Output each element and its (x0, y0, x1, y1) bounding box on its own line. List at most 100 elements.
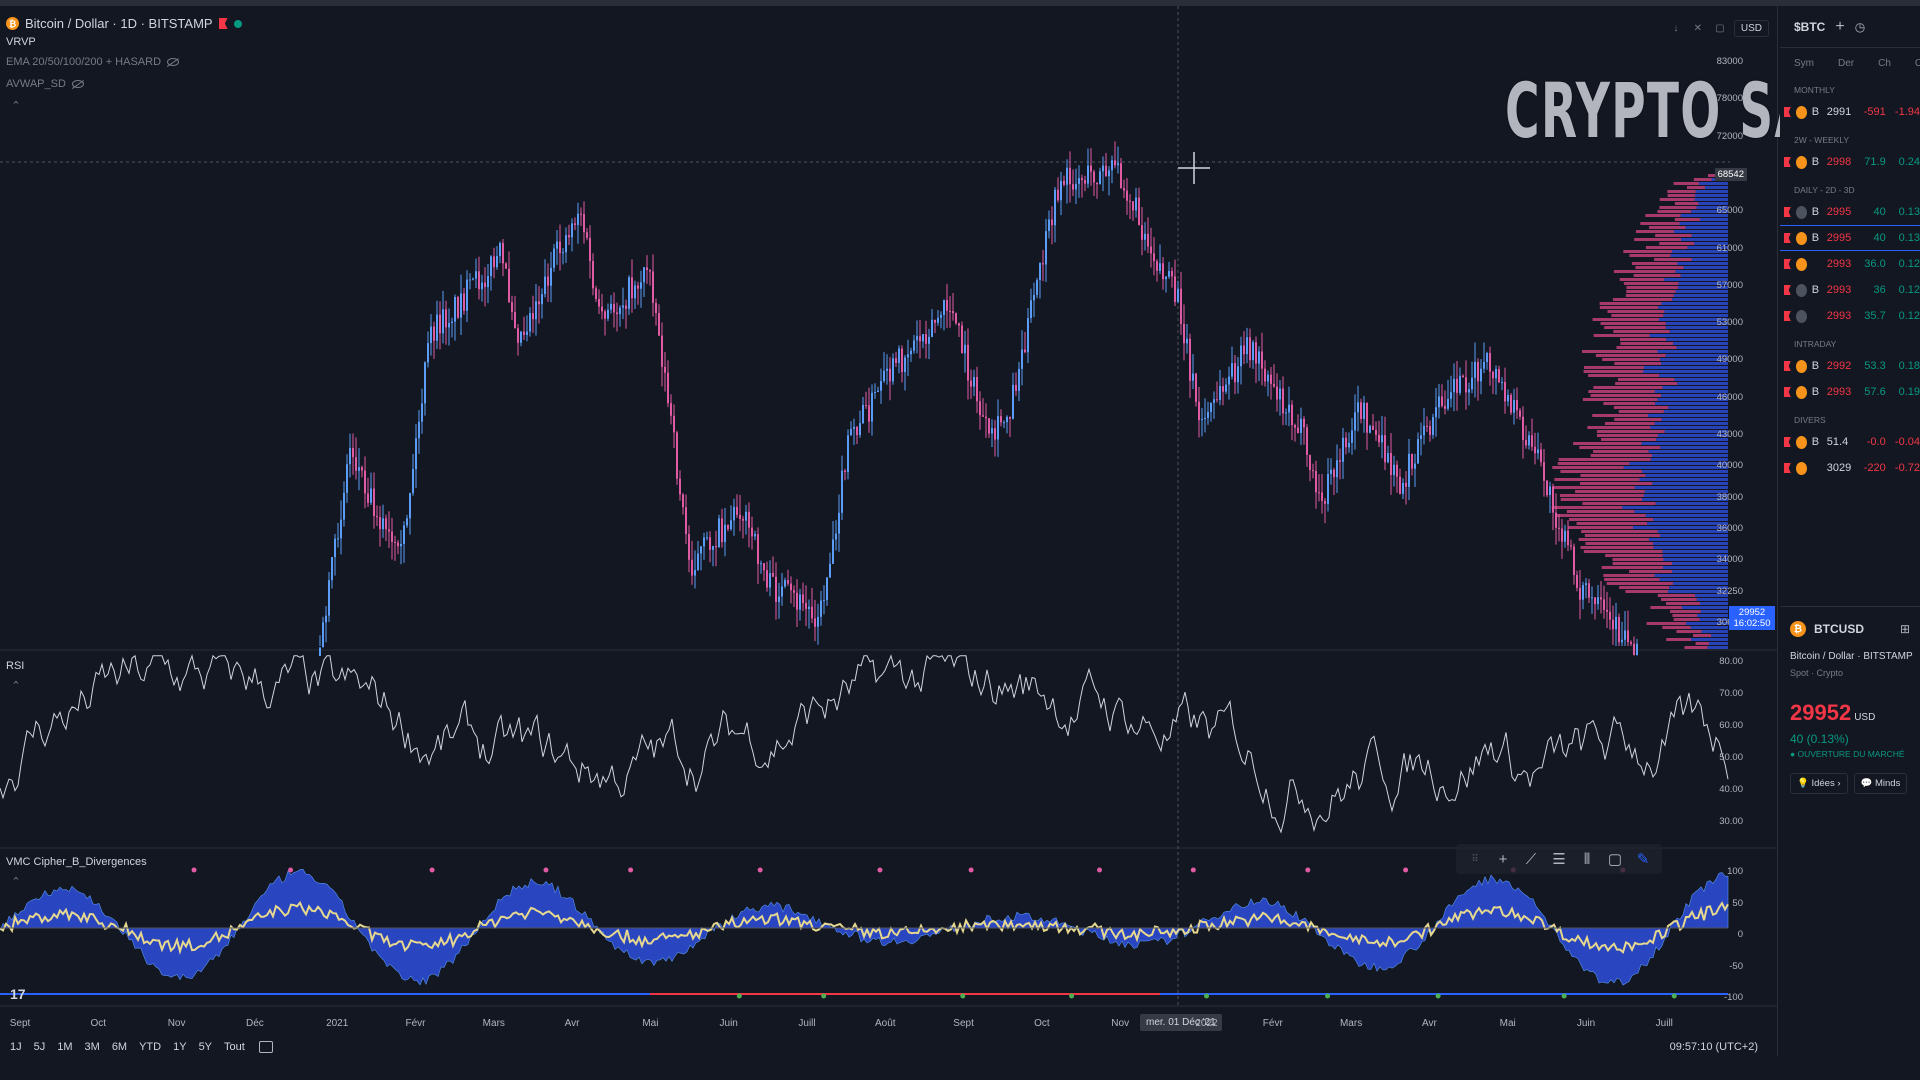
range-button-tout[interactable]: Tout (224, 1041, 245, 1053)
indicator-legend-avwap[interactable]: AVWAP_SD (6, 78, 84, 90)
watchlist-column-der[interactable]: Der (1838, 58, 1855, 69)
watchlist-row[interactable]: 2993 35.7 0.12 (1780, 303, 1920, 329)
price-axis-label[interactable]: 61000 (1716, 242, 1743, 254)
ideas-button[interactable]: 💡 Idées › (1790, 773, 1848, 794)
flag-icon[interactable] (1784, 437, 1791, 447)
range-button-6m[interactable]: 6M (111, 1041, 128, 1053)
time-axis-label[interactable]: Juin (719, 1018, 738, 1029)
price-axis-label[interactable]: 53000 (1716, 317, 1743, 329)
collapse-legend-chevron-up-icon[interactable]: ⌃ (11, 99, 21, 112)
fib-icon[interactable]: ☰ (1552, 851, 1566, 868)
watchlist-column-sym[interactable]: Sym (1794, 58, 1814, 69)
time-axis-label[interactable]: Juill (798, 1018, 816, 1029)
time-axis-label[interactable]: Mars (482, 1018, 505, 1029)
time-axis-label[interactable]: Sept (953, 1018, 974, 1029)
range-button-ytd[interactable]: YTD (139, 1041, 162, 1053)
range-button-1m[interactable]: 1M (57, 1041, 73, 1053)
indicator-name[interactable]: VRVP (6, 36, 36, 48)
price-axis-label[interactable]: 57000 (1716, 279, 1743, 291)
rsi-axis-label[interactable]: 30.00 (1719, 816, 1743, 827)
range-button-5y[interactable]: 5Y (198, 1041, 213, 1053)
price-axis-label[interactable]: 34000 (1716, 554, 1743, 566)
flag-icon[interactable] (1784, 233, 1791, 243)
collapse-rsi-chevron-up-icon[interactable]: ⌃ (11, 679, 21, 692)
rectangle-icon[interactable]: ▢ (1607, 851, 1623, 868)
watchlist-section-header[interactable]: DAILY - 2D - 3D (1794, 185, 1855, 195)
indicator-legend-ema[interactable]: EMA 20/50/100/200 + HASARD (6, 56, 180, 68)
clock-icon[interactable]: ◷ (1854, 19, 1866, 34)
time-axis-label[interactable]: 2022 (1195, 1018, 1218, 1029)
vmc-axis-label[interactable]: 50 (1732, 897, 1743, 909)
rsi-axis-label[interactable]: 80.00 (1719, 656, 1743, 667)
range-button-3m[interactable]: 3M (84, 1041, 100, 1053)
rsi-axis-label[interactable]: 50.00 (1719, 752, 1743, 763)
watchlist-row[interactable]: B 2998 71.9 0.24 (1780, 149, 1920, 175)
add-symbol-icon[interactable]: + (1835, 17, 1845, 35)
time-axis-label[interactable]: Févr (1262, 1018, 1283, 1029)
range-button-1y[interactable]: 1Y (173, 1041, 187, 1053)
pattern-icon[interactable]: ⫴ (1583, 850, 1591, 868)
chart-canvas[interactable]: 17 (0, 6, 1778, 1056)
hidden-eye-icon[interactable] (71, 80, 84, 88)
watchlist-column-ch[interactable]: Ch (1878, 58, 1891, 69)
price-axis-label[interactable]: 43000 (1716, 429, 1743, 440)
time-axis-label[interactable]: Oct (90, 1018, 107, 1029)
minds-button[interactable]: 💬 Minds (1853, 773, 1908, 794)
time-axis-label[interactable]: Sept (9, 1018, 31, 1029)
time-axis-label[interactable]: Août (875, 1018, 896, 1029)
watchlist-column-chg[interactable]: Chg (1914, 58, 1920, 69)
vmc-pane-label[interactable]: VMC Cipher_B_Divergences (6, 856, 147, 868)
range-button-1j[interactable]: 1J (10, 1041, 22, 1053)
vmc-axis-label[interactable]: 100 (1727, 866, 1743, 877)
collapse-icon[interactable]: ✕ (1693, 23, 1703, 34)
watchlist-row[interactable]: B 2993 36 0.12 (1780, 277, 1920, 303)
flag-icon[interactable] (1784, 311, 1791, 321)
collapse-vmc-chevron-up-icon[interactable]: ⌃ (11, 875, 21, 888)
indicator-name[interactable]: EMA 20/50/100/200 + HASARD (6, 56, 162, 68)
price-axis-label[interactable]: 38000 (1716, 491, 1743, 503)
time-axis-label[interactable]: Mai (1499, 1018, 1516, 1029)
price-axis-label[interactable]: 36000 (1716, 522, 1743, 534)
flag-icon[interactable] (1784, 157, 1791, 167)
chart-area[interactable]: 17 ₿ Bitcoin / Dollar · 1D · BITSTAMP VR… (0, 6, 1918, 1056)
time-axis-label[interactable]: Mars (1339, 1018, 1363, 1029)
vmc-axis-label[interactable]: -100 (1723, 992, 1743, 1003)
time-axis-label[interactable]: Juin (1576, 1018, 1596, 1029)
watchlist-section-header[interactable]: INTRADAY (1794, 339, 1837, 349)
current-price-badge[interactable]: 29952 16:02:50 (1729, 606, 1775, 630)
time-axis-label[interactable]: Juill (1655, 1018, 1673, 1029)
range-button-5j[interactable]: 5J (33, 1041, 46, 1053)
flag-icon[interactable] (1784, 259, 1791, 269)
time-axis-label[interactable]: Oct (1034, 1018, 1050, 1029)
flag-icon[interactable] (1784, 463, 1791, 473)
watchlist-row[interactable]: B 2995 40 0.13 (1780, 225, 1920, 251)
rsi-pane-label[interactable]: RSI (6, 660, 25, 672)
time-axis-label[interactable]: Févr (405, 1018, 426, 1029)
price-axis-label[interactable]: 83000 (1716, 56, 1743, 67)
calendar-icon[interactable] (258, 1041, 273, 1053)
time-axis-label[interactable]: Mai (642, 1018, 659, 1029)
arrow-down-icon[interactable]: ↓ (1673, 23, 1679, 34)
watchlist-section-header[interactable]: MONTHLY (1794, 85, 1835, 95)
watchlist-row[interactable]: 3029 -220 -0.72 (1780, 455, 1920, 481)
crosshair-icon[interactable]: + (1498, 850, 1508, 868)
flag-icon[interactable] (1784, 207, 1791, 217)
vmc-axis-label[interactable]: 0 (1737, 929, 1743, 940)
grid-icon[interactable]: ⊞ (1899, 622, 1910, 636)
drag-handle-icon[interactable]: ⠿ (1471, 853, 1479, 865)
rsi-axis-label[interactable]: 40.00 (1719, 784, 1743, 795)
clock[interactable]: 09:57:10 (UTC+2) (1669, 1041, 1758, 1053)
rsi-axis-label[interactable]: 70.00 (1719, 688, 1743, 699)
time-axis-label[interactable]: Nov (1111, 1018, 1130, 1029)
time-axis-label[interactable]: Nov (167, 1018, 186, 1029)
flag-icon[interactable] (1784, 107, 1791, 117)
symbol-title[interactable]: Bitcoin / Dollar · 1D · BITSTAMP (25, 16, 213, 31)
rsi-axis-label[interactable]: 60.00 (1719, 720, 1743, 731)
time-axis-label[interactable]: Déc (245, 1018, 264, 1029)
price-axis-label[interactable]: 72000 (1716, 130, 1743, 142)
price-axis-label[interactable]: 32250 (1716, 585, 1743, 597)
hidden-eye-icon[interactable] (167, 58, 180, 66)
watchlist-row[interactable]: B 51.4 -0.0 -0.04 (1780, 429, 1920, 455)
currency-select[interactable]: USD (1733, 20, 1769, 37)
flag-icon[interactable] (1784, 285, 1791, 295)
